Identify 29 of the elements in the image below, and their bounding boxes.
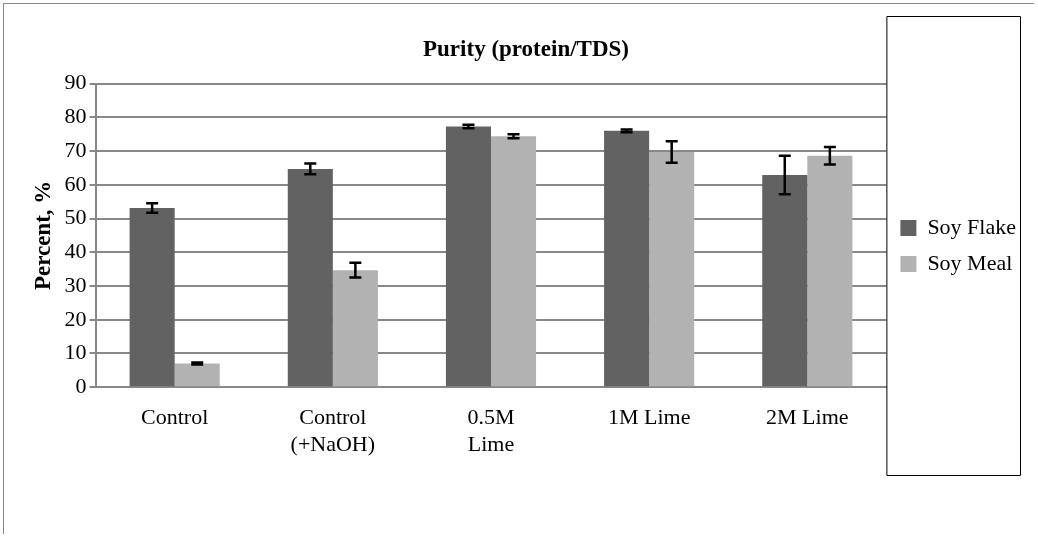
y-tick-label: 80 bbox=[64, 103, 87, 129]
legend-label: Soy Flake bbox=[927, 213, 1017, 239]
bar bbox=[332, 270, 378, 387]
y-tick-label: 60 bbox=[64, 170, 87, 196]
bar bbox=[174, 363, 220, 387]
y-tick-label: 40 bbox=[64, 238, 87, 264]
y-tick-label: 0 bbox=[75, 372, 87, 398]
x-tick-label: Control bbox=[141, 404, 209, 430]
bar bbox=[762, 175, 808, 387]
bar bbox=[649, 152, 695, 387]
bar bbox=[807, 155, 853, 387]
x-tick-label: 0.5M Lime bbox=[467, 404, 515, 456]
bar bbox=[445, 126, 491, 387]
chart-title: Purity (protein/TDS) bbox=[423, 35, 629, 61]
y-tick-label: 70 bbox=[64, 136, 87, 162]
bar bbox=[604, 130, 650, 387]
y-tick-label: 10 bbox=[64, 339, 87, 365]
y-tick-label: 90 bbox=[64, 69, 87, 95]
x-tick-label: 1M Lime bbox=[607, 404, 691, 430]
y-tick-label: 50 bbox=[64, 204, 87, 230]
y-axis-title: Percent, % bbox=[29, 180, 55, 291]
x-tick-label: Control (+NaOH) bbox=[290, 404, 376, 456]
bar bbox=[287, 168, 333, 387]
bar bbox=[490, 136, 537, 387]
legend-label: Soy Meal bbox=[927, 249, 1013, 275]
bar bbox=[129, 208, 175, 387]
y-tick-label: 30 bbox=[64, 271, 87, 297]
y-tick-label: 20 bbox=[64, 305, 87, 331]
x-tick-label: 2M Lime bbox=[766, 404, 849, 430]
